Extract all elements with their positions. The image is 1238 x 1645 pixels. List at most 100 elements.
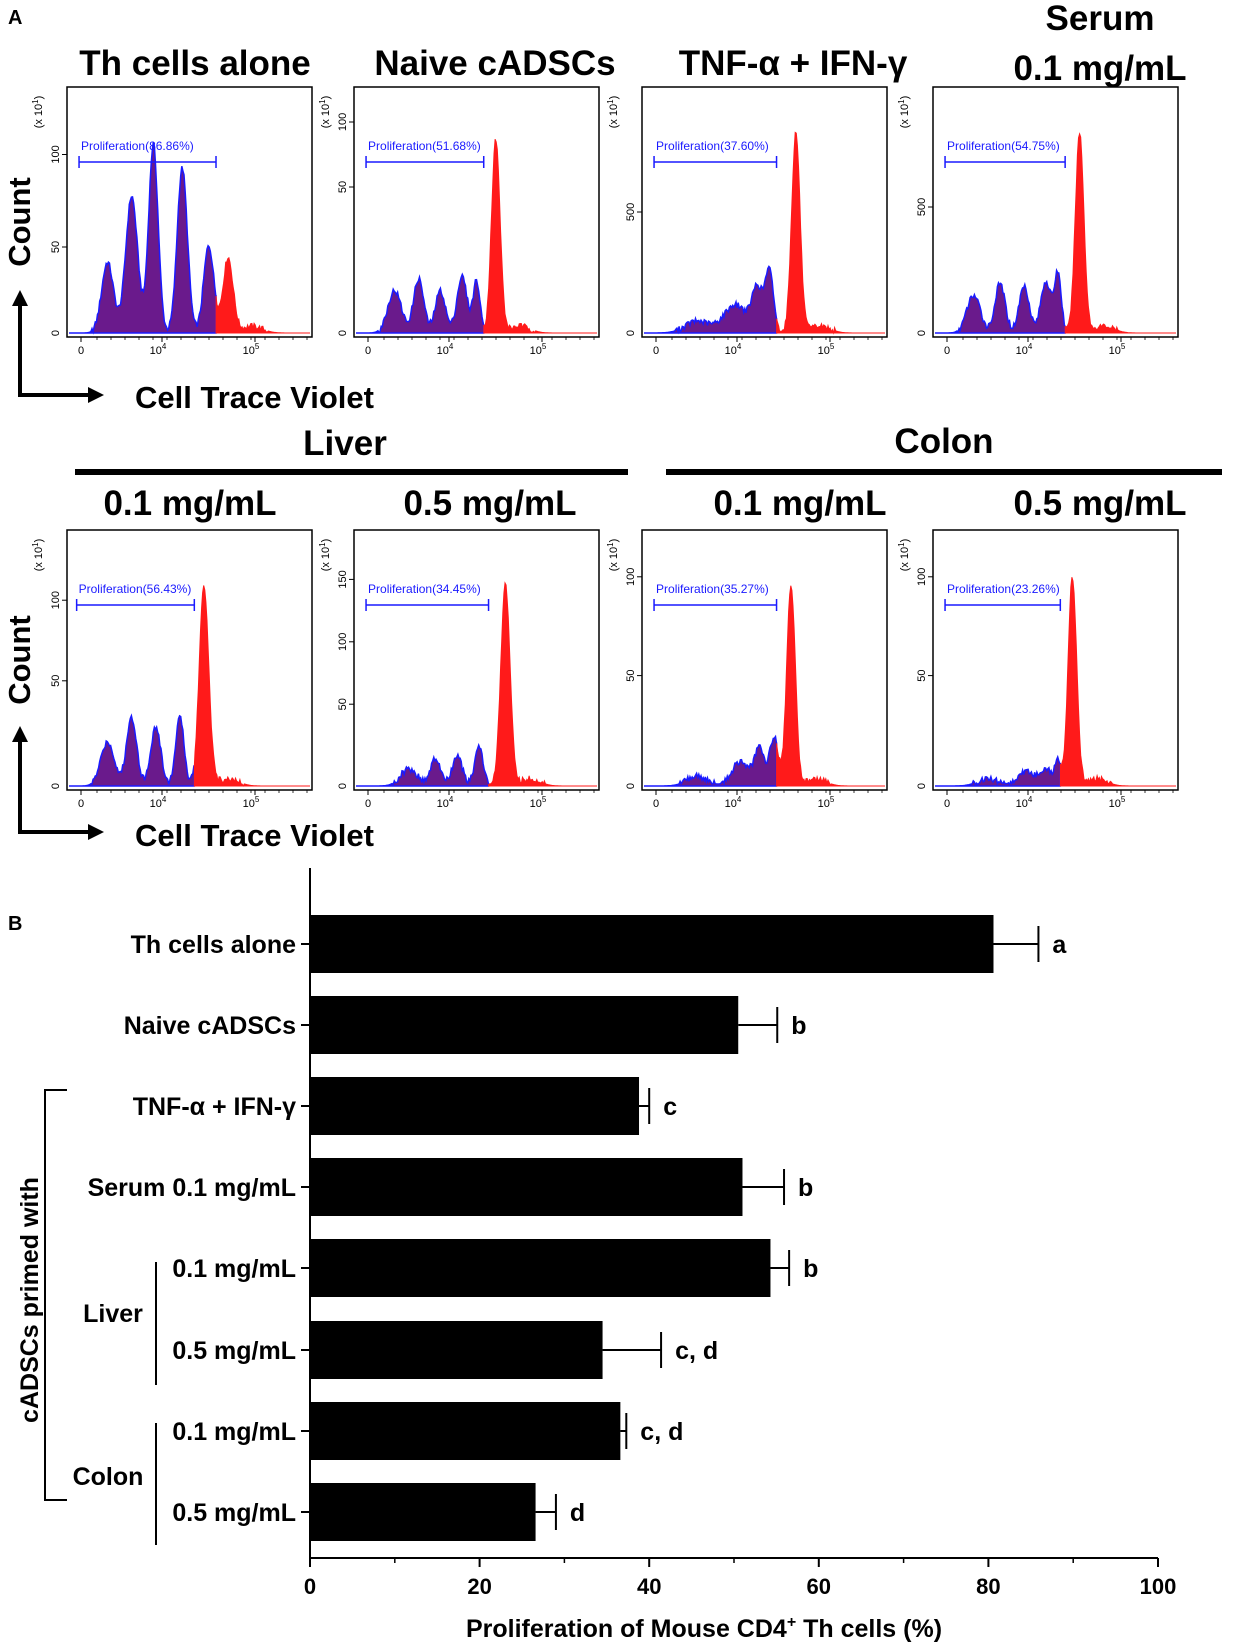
x-tick-label-0: 0 (78, 345, 84, 357)
y-tick-label: 50 (337, 181, 349, 193)
y-tick-label: 500 (916, 198, 928, 216)
x-tick-label-pow: 105 (530, 795, 547, 810)
count-label-row2: Count (2, 615, 37, 705)
colon-group-label: Colon (73, 1463, 144, 1491)
bar-7 (310, 1402, 621, 1460)
gate-label: Proliferation(54.75%) (947, 139, 1060, 153)
x-tick-label-pow: 104 (150, 795, 167, 810)
bar-category-label: 0.1 mg/mL (172, 1418, 296, 1446)
x-tick-label-pow: 104 (1016, 795, 1033, 810)
y-scale-label: (x 101) (897, 96, 911, 129)
bar-2 (310, 996, 739, 1054)
x-tick-exp: 5 (542, 342, 547, 351)
hist-title-serum-line2: 0.1 mg/mL (1013, 49, 1186, 88)
x-tick-label-0: 0 (944, 345, 950, 357)
y-scale-exp: 1 (606, 542, 615, 547)
y-scale-close: ) (320, 539, 332, 543)
x-tick-exp: 5 (255, 342, 260, 351)
bar-6 (310, 1321, 603, 1379)
y-scale-close: ) (608, 96, 620, 100)
arrow-up-icon (12, 726, 28, 742)
y-scale-text: (x 10 (899, 104, 911, 128)
panel-a-label: A (8, 7, 22, 29)
count-axis-row2: Count Cell Trace Violet (2, 615, 374, 853)
x-tick-label-pow: 104 (150, 342, 167, 357)
bar-category-label: TNF-α + IFN-γ (133, 1093, 296, 1121)
y-scale-label: (x 101) (318, 539, 332, 572)
x-tick-exp: 5 (1121, 795, 1126, 804)
x-tick-label-pow: 105 (818, 795, 835, 810)
gate-label: Proliferation(86.86%) (81, 139, 194, 153)
y-tick-label: 100 (50, 145, 62, 163)
y-scale-text: (x 10 (608, 547, 620, 571)
bar-category-label: 0.5 mg/mL (172, 1337, 296, 1365)
bar-chart: 0 20 40 60 80 100 Proliferation of Mouse CD4+ … (88, 868, 1176, 1643)
y-zero-label: 0 (916, 330, 928, 336)
histogram-frame (353, 86, 600, 338)
histogram-parent-peak-area (488, 581, 597, 787)
gate-label: Proliferation(37.60%) (656, 139, 769, 153)
x-tick-label-0: 0 (653, 345, 659, 357)
y-scale-label: (x 101) (897, 539, 911, 572)
hist-title-serum-line1: Serum (1046, 0, 1155, 38)
y-tick-label: 100 (337, 633, 349, 651)
primed-label: cADSCs primed with (16, 1177, 44, 1423)
arrow-right-icon (88, 387, 104, 403)
y-tick-label: 50 (50, 241, 62, 253)
bar-x-tick-label: 60 (807, 1574, 831, 1599)
significance-label: c, d (640, 1418, 683, 1446)
histogram-proliferated-area (644, 734, 778, 787)
x-tick-label-pow: 105 (243, 795, 260, 810)
x-tick-base: 10 (1109, 345, 1121, 357)
x-tick-base: 10 (150, 798, 162, 810)
bar-category-label: 0.1 mg/mL (172, 1255, 296, 1283)
x-tick-base: 10 (243, 345, 255, 357)
arrow-right-icon (88, 824, 104, 840)
x-tick-label-pow: 105 (1109, 342, 1126, 357)
y-scale-text: (x 10 (320, 547, 332, 571)
x-tick-base: 10 (725, 798, 737, 810)
gate-label: Proliferation(56.43%) (79, 582, 192, 596)
group-title-liver: Liver (303, 424, 387, 463)
x-tick-exp: 4 (737, 342, 742, 351)
bar-x-tick-label: 0 (304, 1574, 316, 1599)
significance-label: a (1052, 931, 1067, 959)
histogram-parent-peak-area (1064, 132, 1176, 334)
y-scale-text: (x 10 (320, 104, 332, 128)
bar-x-axis-label: Proliferation of Mouse CD4+ Th cells (%) (466, 1614, 942, 1643)
x-tick-base: 10 (530, 345, 542, 357)
hist-title-liver-05: 0.5 mg/mL (403, 484, 576, 523)
y-tick-label: 50 (916, 669, 928, 681)
x-tick-base: 10 (530, 798, 542, 810)
y-scale-label: (x 101) (31, 539, 45, 572)
histogram-parent-peak-area (776, 131, 885, 335)
x-tick-exp: 5 (1121, 342, 1126, 351)
histogram-parent-peak-area (776, 585, 885, 787)
bar-1 (310, 915, 994, 973)
y-scale-exp: 1 (897, 99, 906, 104)
y-zero-label: 0 (625, 330, 637, 336)
hist-title-naive-cadscs: Naive cADSCs (374, 44, 615, 83)
x-tick-base: 10 (437, 345, 449, 357)
x-tick-base: 10 (1109, 798, 1121, 810)
y-tick-label: 100 (50, 591, 62, 609)
y-zero-label: 0 (337, 330, 349, 336)
y-zero-label: 0 (50, 330, 62, 336)
significance-label: b (803, 1255, 818, 1283)
y-zero-label: 0 (916, 783, 928, 789)
bar-category-label: 0.5 mg/mL (172, 1499, 296, 1527)
histogram-proliferated-area (356, 742, 490, 787)
hist-title-colon-05: 0.5 mg/mL (1013, 484, 1186, 523)
y-scale-text: (x 10 (33, 104, 45, 128)
bar-3 (310, 1077, 640, 1135)
bar-x-tick-label: 20 (467, 1574, 491, 1599)
hist-title-colon-01: 0.1 mg/mL (713, 484, 886, 523)
histogram-6: Proliferation(34.45%) 50 100 150 0 (x 101) 0 10… (318, 529, 600, 810)
x-tick-base: 10 (1016, 345, 1028, 357)
